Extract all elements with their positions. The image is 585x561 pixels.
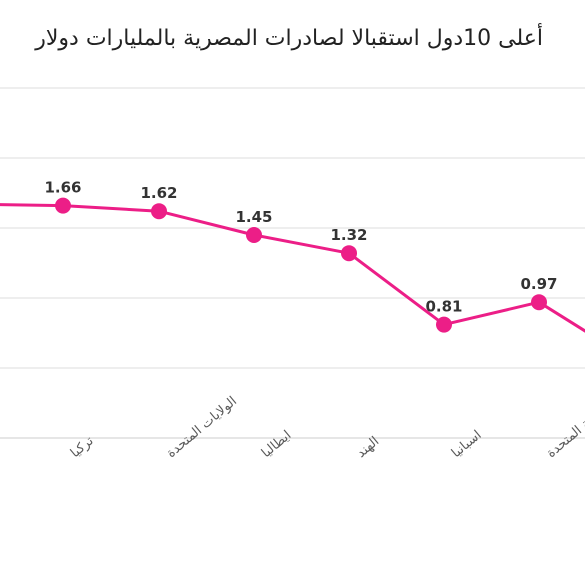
data-point[interactable] [55,197,71,214]
data-point[interactable] [341,245,357,262]
value-label: 1.45 [235,208,272,226]
data-point[interactable] [151,203,167,220]
data-point[interactable] [246,227,262,243]
data-point[interactable] [531,294,547,311]
x-tick-label: ايطاليا [259,428,294,461]
series-line [0,203,585,333]
value-labels: 1.66 1.62 1.45 1.32 0.81 0.97 [44,179,557,316]
data-point[interactable] [436,316,452,333]
x-tick-labels: تركيا الولايات المتحدة ايطاليا الهند اسبانيا… [68,394,585,461]
chart-title: أعلى 10دول استقبالا لصادرات المصرية بالم… [35,26,543,51]
x-tick-label: اسبانيا [449,428,485,461]
data-points [55,197,547,333]
value-label: 1.32 [330,226,367,244]
gridlines [0,87,585,439]
value-label: 0.81 [425,298,462,316]
x-tick-label: الولايات المتحدة [164,394,240,461]
x-tick-label: المملكة المتحدة [544,394,585,461]
series-path [0,203,585,333]
value-label: 1.62 [140,184,177,202]
value-label: 1.66 [44,179,81,197]
value-label: 0.97 [520,275,557,293]
